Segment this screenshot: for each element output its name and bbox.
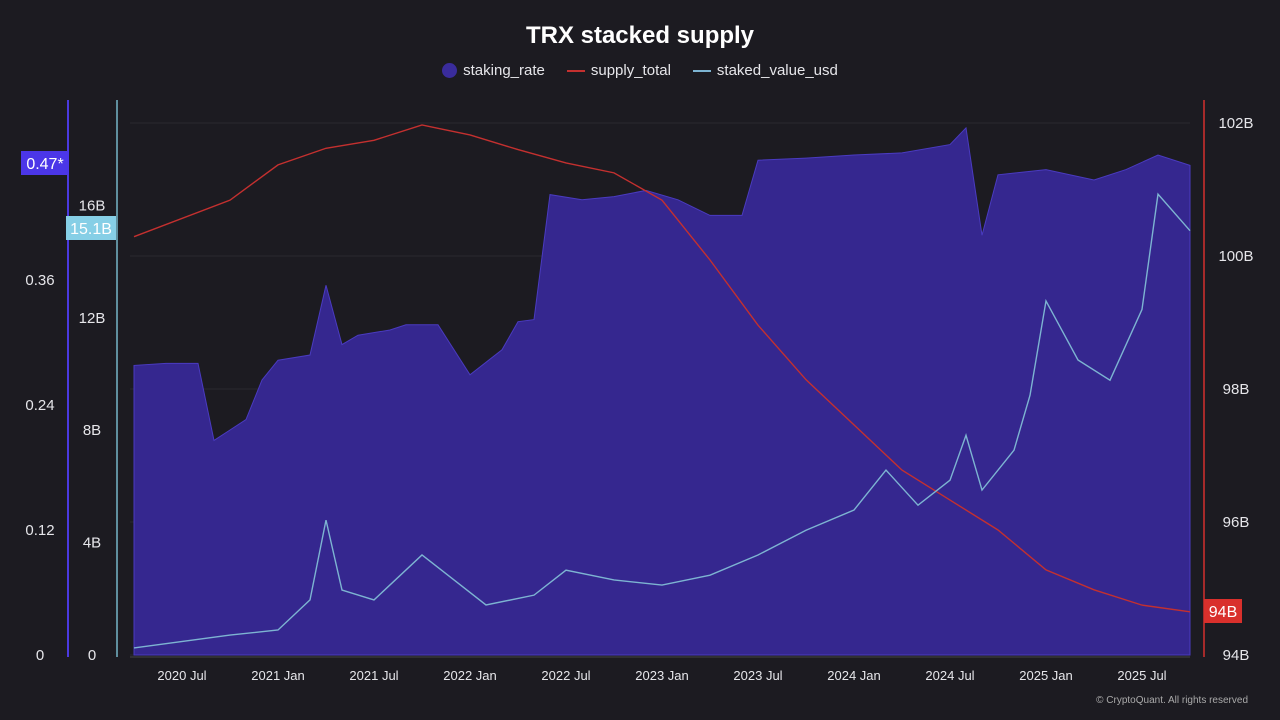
chart-title: TRX stacked supply	[525, 22, 755, 49]
legend-item-staked-value-usd[interactable]: staked_value_usd	[692, 62, 838, 79]
x-tick: 2023 Jan	[635, 668, 689, 683]
x-tick: 2025 Jul	[1117, 668, 1166, 683]
y-tick-staked-value: 12B	[79, 310, 106, 327]
y-tick-supply: 96B	[1223, 514, 1250, 531]
supply-total-line	[133, 124, 1191, 613]
supply-current-badge-bg	[1204, 599, 1242, 623]
legend-label: supply_total	[590, 62, 671, 79]
y-tick-staking-rate: 0	[36, 647, 44, 664]
staked-value-usd-line	[133, 192, 1191, 649]
y-tick-supply: 94B	[1223, 647, 1250, 664]
y-tick-staked-value: 8B	[83, 422, 101, 439]
legend-item-supply-total[interactable]: supply_total	[566, 62, 671, 79]
y-tick-supply: 98B	[1223, 381, 1250, 398]
staked-value-current-badge: 15.1B	[70, 221, 112, 238]
x-tick: 2023 Jul	[733, 668, 782, 683]
x-tick: 2025 Jan	[1019, 668, 1073, 683]
legend-swatch	[442, 63, 458, 78]
x-tick: 2024 Jan	[827, 668, 881, 683]
x-tick: 2020 Jul	[157, 668, 206, 683]
y-tick-supply: 102B	[1218, 115, 1253, 132]
y-tick-staking-rate: 0.12	[25, 522, 54, 539]
x-tick: 2022 Jul	[541, 668, 590, 683]
x-tick: 2021 Jan	[251, 668, 305, 683]
x-tick: 2022 Jan	[443, 668, 497, 683]
x-tick: 2021 Jul	[349, 668, 398, 683]
y-tick-staked-value: 4B	[83, 535, 101, 552]
legend-item-staking-rate[interactable]: staking_rate	[442, 62, 545, 79]
supply-current-badge: 94B	[1209, 604, 1237, 621]
legend-label: staking_rate	[463, 62, 545, 79]
staking-rate-current-badge: 0.47*	[26, 156, 63, 173]
staking-rate-current-badge-bg	[21, 151, 69, 175]
y-tick-staking-rate: 0.36	[25, 272, 54, 289]
legend-swatch	[692, 69, 711, 72]
x-tick: 2024 Jul	[925, 668, 974, 683]
y-tick-supply: 100B	[1218, 248, 1253, 265]
legend-swatch	[566, 69, 585, 72]
y-tick-staked-value: 16B	[79, 197, 106, 214]
copyright: © CryptoQuant. All rights reserved	[1096, 695, 1248, 706]
legend-label: staked_value_usd	[716, 62, 838, 79]
y-tick-staked-value: 0	[88, 647, 96, 664]
staking-rate-area	[133, 126, 1191, 656]
y-tick-staking-rate: 0.24	[25, 397, 54, 414]
staked-value-current-badge-bg	[66, 216, 116, 240]
legend: staking_rate supply_total staked_value_u…	[0, 62, 1280, 79]
